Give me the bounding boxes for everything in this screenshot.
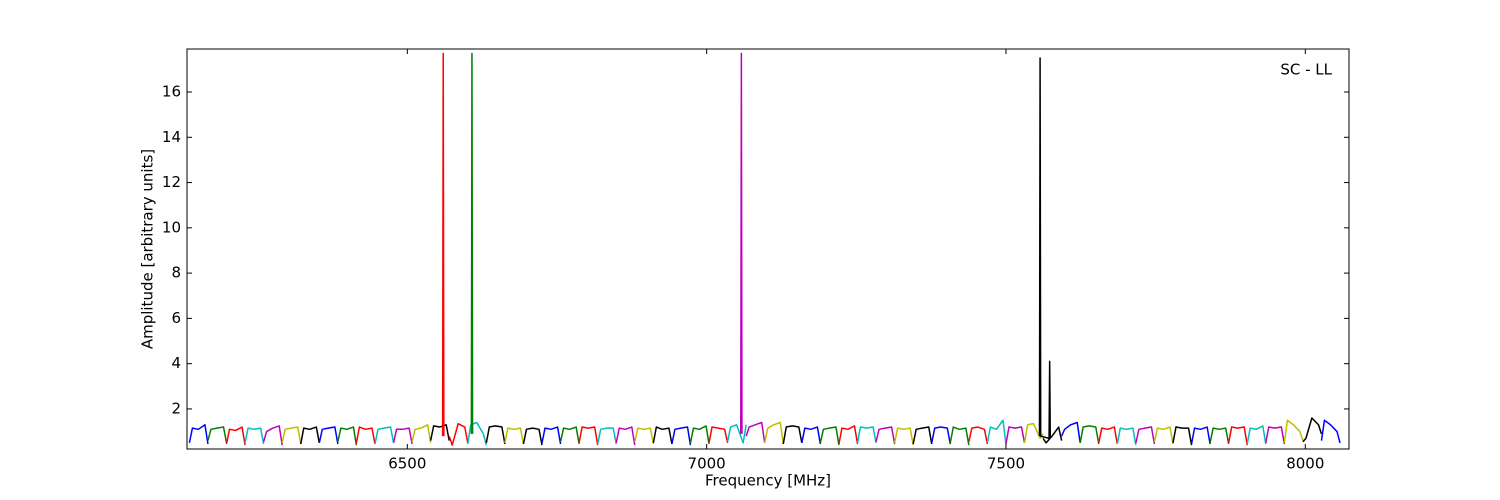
series-line (1038, 57, 1052, 440)
annotation: SC - LL (1280, 61, 1332, 79)
series-line (968, 426, 989, 445)
series-line (1172, 426, 1193, 446)
series-line (671, 426, 692, 446)
y-axis-label: Amplitude [arbitrary units] (139, 149, 157, 349)
series-line (838, 425, 859, 445)
series-line (578, 426, 599, 446)
series-line (504, 427, 525, 445)
series-line (559, 426, 580, 445)
series-line (1283, 419, 1304, 443)
series-line (1227, 426, 1248, 446)
series-line (448, 422, 469, 446)
series-line (188, 424, 209, 445)
series-line (1060, 421, 1081, 443)
series-line (930, 426, 952, 445)
series-line (1190, 426, 1211, 445)
series-line (1265, 426, 1286, 445)
series-line (244, 427, 265, 445)
series-line (1135, 426, 1156, 445)
series-line (1153, 426, 1174, 445)
series-line (522, 427, 543, 446)
series-line (745, 421, 766, 443)
series-line (689, 425, 710, 445)
series-line (615, 426, 636, 446)
series-line (262, 425, 283, 446)
series-line (225, 426, 246, 446)
y-tick-label: 6 (171, 309, 181, 327)
y-tick-label: 8 (171, 264, 181, 282)
series-line (1042, 426, 1063, 444)
y-tick-label: 16 (162, 83, 181, 101)
y-tick-label: 10 (162, 218, 181, 236)
series-line (1098, 426, 1119, 445)
plot-lines (188, 52, 1341, 446)
series-line (596, 427, 617, 445)
series-line (856, 426, 877, 444)
y-tick-label: 14 (162, 128, 181, 146)
plot-frame (186, 48, 1350, 450)
series-line (819, 426, 840, 446)
y-tick-label: 4 (171, 354, 181, 372)
series-line (875, 426, 896, 445)
series-line (1246, 425, 1267, 445)
series-line (467, 421, 488, 446)
y-tick-label: 12 (162, 173, 181, 191)
series-line (541, 426, 562, 445)
x-tick-label: 7500 (987, 455, 1025, 473)
series-line (374, 426, 395, 445)
series-line (1116, 427, 1137, 446)
x-tick-label: 6500 (388, 455, 426, 473)
series-line (726, 424, 747, 444)
series-line (949, 426, 970, 446)
series-line (300, 426, 321, 445)
series-line (782, 425, 803, 445)
series-line (763, 421, 785, 445)
series-line (470, 52, 474, 434)
series-line (485, 425, 506, 445)
series-line (1320, 419, 1341, 444)
series-line (337, 426, 358, 446)
series-line (318, 426, 339, 445)
series-line (1079, 425, 1100, 445)
series-line (1005, 426, 1026, 445)
series-line (281, 426, 302, 445)
series-line (740, 52, 743, 434)
series-line (355, 426, 376, 445)
series-line (708, 426, 729, 444)
series-line (986, 419, 1007, 445)
series-line (441, 52, 445, 437)
x-axis-label: Frequency [MHz] (705, 472, 831, 490)
series-line (634, 427, 655, 445)
series-line (893, 427, 914, 446)
y-tick-label: 2 (171, 399, 181, 417)
series-line (411, 424, 432, 444)
series-line (912, 426, 933, 445)
series-line (207, 426, 228, 444)
series-line (1302, 417, 1323, 443)
axes: 6500 7000 7500 8000 2 4 6 8 10 12 14 16 (162, 49, 1349, 473)
series-line (1209, 427, 1230, 445)
series-line (801, 426, 822, 445)
x-tick-label: 8000 (1286, 455, 1324, 473)
series-line (429, 424, 450, 441)
x-tick-label: 7000 (688, 455, 726, 473)
series-line (392, 427, 413, 445)
series-line (652, 426, 673, 445)
